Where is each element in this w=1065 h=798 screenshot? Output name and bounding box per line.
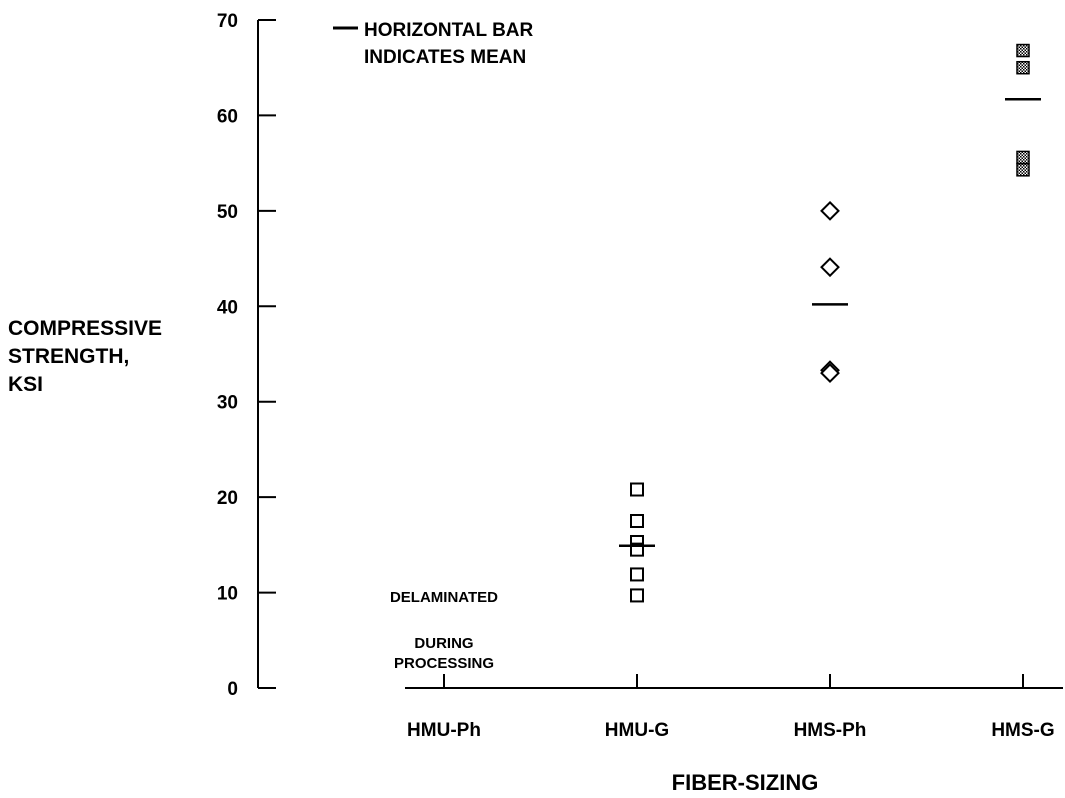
annotation-line-1: DELAMINATED bbox=[390, 589, 498, 606]
data-points bbox=[619, 43, 1041, 603]
delaminated-annotation: DELAMINATED DURING PROCESSING bbox=[390, 589, 498, 672]
y-tick-label: 20 bbox=[217, 488, 238, 509]
data-point-diamond bbox=[820, 200, 840, 221]
legend-line-1: HORIZONTAL BAR bbox=[364, 20, 534, 41]
annotation-line-3: PROCESSING bbox=[394, 655, 494, 672]
x-ticks: HMU-Ph HMU-G HMS-Ph HMS-G bbox=[407, 674, 1055, 741]
y-tick-label: 10 bbox=[217, 584, 238, 605]
x-axis-title: FIBER-SIZING bbox=[672, 770, 819, 795]
data-point-square bbox=[630, 482, 644, 497]
y-axis-title-line-3: KSI bbox=[8, 373, 43, 396]
data-point-square bbox=[630, 514, 644, 528]
data-point-diamond bbox=[820, 363, 840, 383]
x-tick-label: HMS-G bbox=[991, 720, 1054, 741]
y-axis-title-line-2: STRENGTH, bbox=[8, 345, 129, 368]
y-tick-label: 70 bbox=[217, 11, 238, 32]
y-tick-label: 30 bbox=[217, 393, 238, 414]
y-tick-label: 0 bbox=[227, 679, 238, 700]
annotation-line-2: DURING bbox=[414, 635, 473, 652]
x-axis: HMU-Ph HMU-G HMS-Ph HMS-G bbox=[405, 674, 1063, 741]
x-tick-label: HMS-Ph bbox=[794, 720, 867, 741]
y-tick-label: 50 bbox=[217, 202, 238, 223]
legend-line-2: INDICATES MEAN bbox=[364, 47, 526, 68]
data-point-square bbox=[630, 567, 644, 582]
x-tick-label: HMU-G bbox=[605, 720, 669, 741]
data-point-square bbox=[630, 588, 644, 603]
y-axis-title-line-1: COMPRESSIVE bbox=[8, 317, 162, 340]
data-point-shaded-square bbox=[1016, 43, 1030, 58]
x-tick-label: HMU-Ph bbox=[407, 720, 481, 741]
y-ticks: 0 10 20 30 40 50 60 70 bbox=[217, 11, 276, 700]
y-tick-label: 40 bbox=[217, 297, 238, 318]
y-axis-title: COMPRESSIVE STRENGTH, KSI bbox=[8, 317, 162, 396]
data-point-shaded-square bbox=[1016, 163, 1030, 177]
y-axis: 0 10 20 30 40 50 60 70 bbox=[217, 11, 276, 700]
y-tick-label: 60 bbox=[217, 106, 238, 127]
data-point-shaded-square bbox=[1016, 60, 1030, 75]
legend: HORIZONTAL BAR INDICATES MEAN bbox=[333, 20, 534, 68]
data-point-shaded-square bbox=[1016, 150, 1030, 165]
data-point-diamond bbox=[820, 257, 840, 278]
